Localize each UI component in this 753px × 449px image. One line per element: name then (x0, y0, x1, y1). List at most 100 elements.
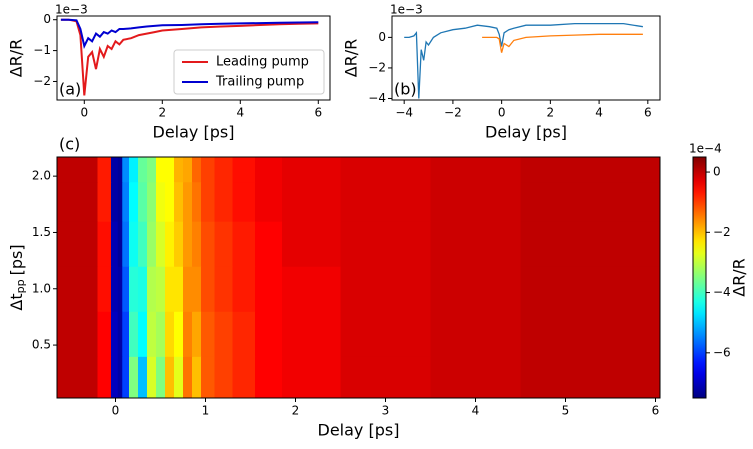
heat-cell (174, 221, 184, 267)
colorbar-tick-label: −4 (713, 285, 731, 299)
x-tick-label: 6 (644, 106, 652, 120)
heat-cell (156, 157, 166, 183)
heat-cell (165, 266, 175, 312)
x-tick-label: 0 (80, 106, 88, 120)
heat-cell (75, 221, 98, 267)
heat-cell (138, 311, 148, 357)
heat-cell (201, 356, 215, 399)
x-axis-label: Delay [ps] (153, 123, 235, 142)
heat-cell (430, 266, 521, 312)
heat-cell (122, 181, 130, 222)
heat-cell (111, 221, 119, 267)
x-tick-label: 0 (498, 106, 506, 120)
heat-cell (147, 356, 157, 399)
y-tick-label: 0 (43, 12, 51, 26)
y-axis-label: Δtpp [ps] (7, 244, 28, 310)
heat-cell (165, 311, 175, 357)
heat-cell (183, 356, 193, 399)
heat-cell (183, 181, 193, 222)
heat-cell (610, 181, 661, 222)
y-label-sub: pp (14, 279, 27, 293)
x-tick-label: 4 (595, 106, 603, 120)
heat-cell (97, 181, 112, 222)
heat-cell (138, 157, 148, 183)
heat-cell (57, 181, 76, 222)
heat-cell (282, 157, 341, 183)
heat-cell (165, 221, 175, 267)
y-label-main: Δt (7, 293, 26, 310)
heat-cell (97, 356, 112, 399)
heat-cell (610, 157, 661, 183)
heat-cell (129, 266, 139, 312)
legend-label: Leading pump (216, 55, 309, 70)
y-tick-label: −1 (33, 43, 51, 57)
heat-cell (183, 157, 193, 183)
heat-cell (174, 157, 184, 183)
heat-cell (156, 356, 166, 399)
heat-cell (214, 221, 233, 267)
data-line (60, 18, 319, 96)
heat-cell (520, 221, 611, 267)
heat-cell (111, 311, 119, 357)
axes-frame (56, 156, 661, 399)
panel-label: (c) (59, 135, 80, 154)
y-tick-label: −4 (368, 91, 386, 105)
heat-cell (282, 181, 341, 222)
heat-cell (117, 221, 123, 267)
heat-cell (97, 221, 112, 267)
heat-cell (129, 221, 139, 267)
heat-cell (520, 356, 611, 399)
x-tick-label: 0 (112, 404, 120, 418)
heat-cell (165, 356, 175, 399)
heat-cell (111, 181, 119, 222)
heat-cell (255, 311, 283, 357)
y-tick-label: −2 (33, 74, 51, 88)
heat-cell (174, 181, 184, 222)
heat-cell (201, 157, 215, 183)
x-tick-label: 6 (652, 404, 660, 418)
heat-cell (122, 356, 130, 399)
heat-cell (610, 356, 661, 399)
heat-cell (117, 266, 123, 312)
heat-cell (174, 356, 184, 399)
heat-cell (122, 157, 130, 183)
heat-cell (117, 157, 123, 183)
heat-cell (138, 221, 148, 267)
heat-cell (117, 356, 123, 399)
heat-cell (610, 221, 661, 267)
heat-cell (129, 181, 139, 222)
heat-cell (117, 181, 123, 222)
heat-cell (156, 221, 166, 267)
heat-cell (192, 221, 202, 267)
y-axis-label: ΔR/R (7, 39, 26, 78)
x-axis-label: Delay [ps] (318, 421, 400, 440)
heat-cell (214, 181, 233, 222)
heat-cell (75, 266, 98, 312)
heat-cell (340, 221, 431, 267)
heat-cell (520, 311, 611, 357)
colorbar (692, 156, 707, 399)
heat-cell (232, 356, 256, 399)
heat-cell (174, 266, 184, 312)
data-line (60, 18, 319, 49)
heat-cell (138, 356, 148, 399)
y-tick-label: 1.5 (32, 225, 51, 239)
colorbar-tick-label: 0 (713, 165, 721, 179)
heat-cell (340, 181, 431, 222)
heat-cell (156, 266, 166, 312)
heat-cell (340, 356, 431, 399)
heat-cell (174, 311, 184, 357)
x-tick-label: −4 (395, 106, 413, 120)
heat-cell (214, 356, 233, 399)
y-tick-label: 0 (378, 30, 386, 44)
heat-cell (340, 311, 431, 357)
x-tick-label: 3 (382, 404, 390, 418)
heat-cell (97, 266, 112, 312)
heat-cell (340, 266, 431, 312)
heat-cell (156, 181, 166, 222)
heat-cell (111, 266, 119, 312)
heat-cell (430, 157, 521, 183)
colorbar-tick-label: −6 (713, 345, 731, 359)
heat-cell (183, 311, 193, 357)
offset-text: 1e−3 (55, 3, 88, 17)
